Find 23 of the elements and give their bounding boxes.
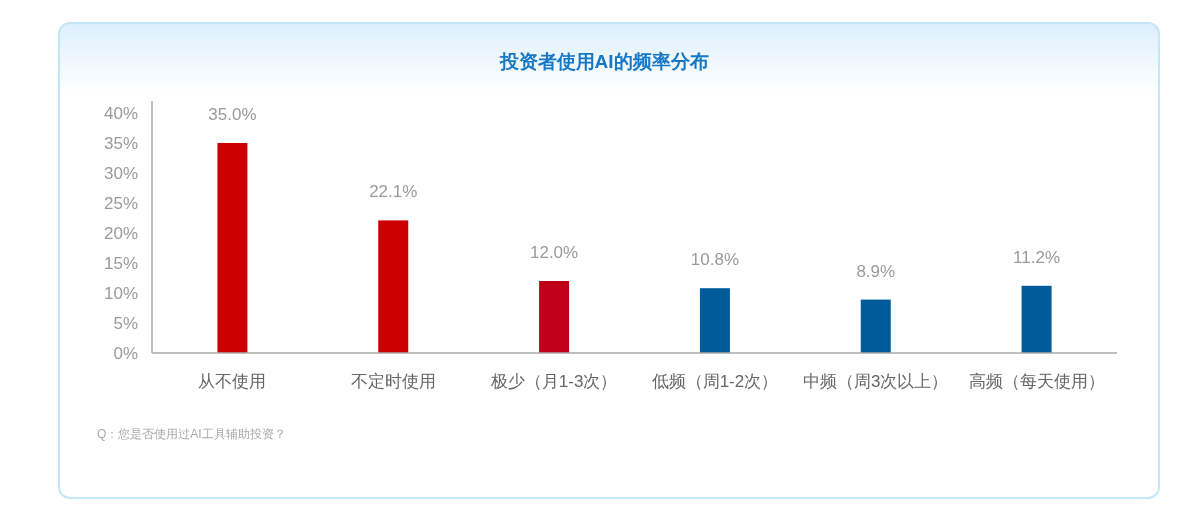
y-tick-label: 35% [103,133,138,153]
y-tick-label: 25% [103,193,138,213]
data-label: 35.0% [208,105,257,124]
y-tick-label: 15% [103,253,138,273]
x-tick-label: 从不使用 [198,372,267,391]
x-tick-label: 极少（月1-3次） [489,372,618,391]
y-tick-label: 30% [103,163,138,183]
data-label: 12.0% [529,243,579,262]
x-tick-label: 低频（周1-2次） [651,372,779,391]
x-tick-label: 中频（周3次以上） [803,372,949,391]
x-tick-label: 不定时使用 [350,372,436,391]
data-label: 8.9% [856,261,896,281]
data-label: 11.2% [1013,247,1061,267]
y-tick-label: 0% [113,343,138,363]
title: 投资者使用AI的频率分布 [499,51,709,72]
x-tick-label: 高频（每天使用） [968,372,1105,391]
data-label: 10.8% [690,250,740,270]
y-tick-label: 20% [103,223,138,243]
y-tick-label: 10% [103,283,138,303]
data-label: 22.1% [369,182,418,202]
y-tick-label: 40% [103,103,138,123]
annotation: Q：您是否使用过AI工具辅助投资？ [97,427,286,441]
y-tick-label: 5% [113,313,138,333]
